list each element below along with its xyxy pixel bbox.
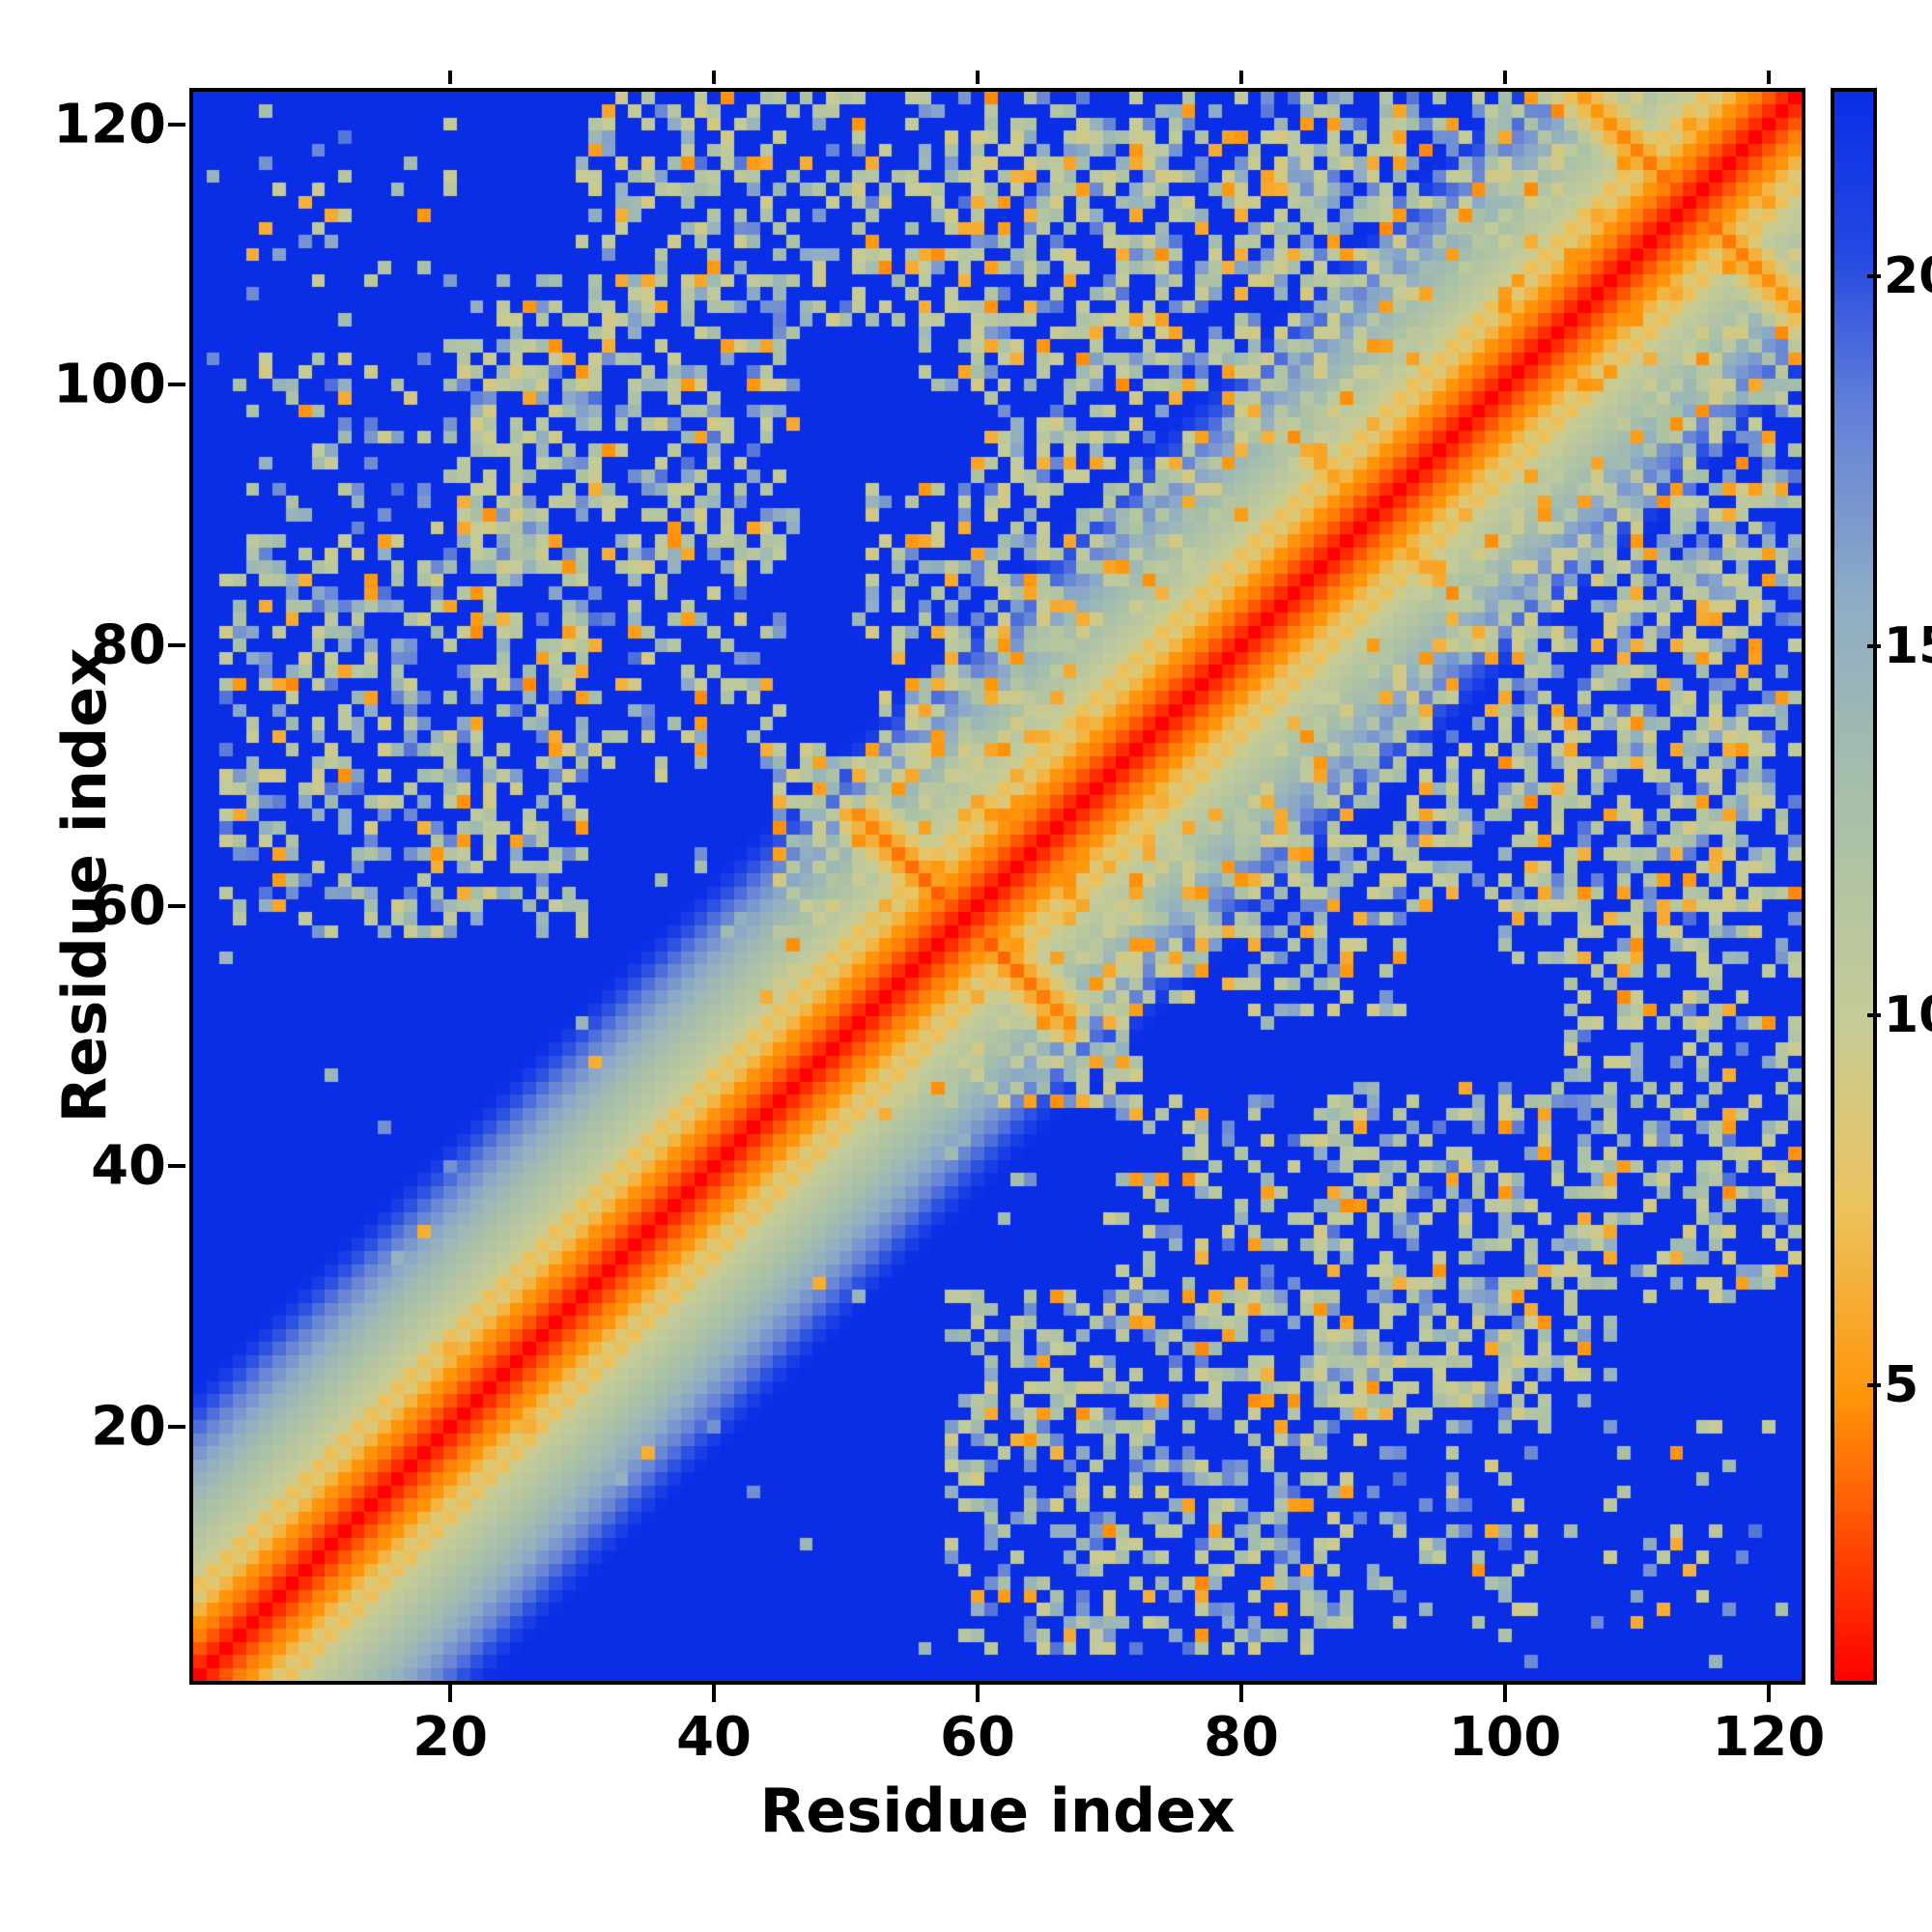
colorbar-tick-mark	[1867, 1382, 1881, 1387]
colorbar-tick-label: 5	[1884, 1355, 1919, 1414]
y-tick-mark-left	[168, 643, 185, 648]
x-tick-label: 40	[676, 1706, 753, 1769]
colorbar-tick-mark	[1867, 274, 1881, 279]
colorbar-tick-mark	[1867, 643, 1881, 648]
x-tick-mark-bottom	[976, 1685, 980, 1702]
x-tick-mark-top	[448, 71, 453, 84]
x-tick-mark-top	[1238, 71, 1243, 84]
y-tick-label: 60	[91, 874, 166, 938]
colorbar-tick-mark	[1867, 1013, 1881, 1018]
colorbar-tick-label: 10	[1884, 986, 1932, 1045]
y-tick-mark-left	[168, 1425, 185, 1430]
x-tick-mark-bottom	[1502, 1685, 1507, 1702]
heatmap-canvas	[193, 92, 1802, 1681]
x-tick-label: 20	[412, 1706, 489, 1769]
y-tick-label: 80	[91, 613, 166, 677]
x-tick-mark-top	[976, 71, 980, 84]
y-tick-mark-left	[168, 903, 185, 908]
y-tick-mark-left	[168, 1164, 185, 1169]
plot-area	[189, 88, 1805, 1685]
y-tick-label: 120	[53, 93, 166, 156]
x-axis-label: Residue index	[759, 1776, 1236, 1846]
x-tick-mark-bottom	[712, 1685, 717, 1702]
x-tick-mark-bottom	[1766, 1685, 1771, 1702]
y-tick-label: 40	[91, 1134, 166, 1198]
x-tick-label: 100	[1448, 1706, 1562, 1769]
x-tick-label: 80	[1204, 1706, 1279, 1769]
x-tick-mark-bottom	[1238, 1685, 1243, 1702]
x-tick-mark-top	[1766, 71, 1771, 84]
colorbar	[1831, 88, 1877, 1685]
y-tick-mark-left	[168, 122, 185, 127]
x-tick-mark-bottom	[448, 1685, 453, 1702]
y-tick-mark-left	[168, 383, 185, 387]
x-tick-mark-top	[1502, 71, 1507, 84]
colorbar-tick-label: 15	[1884, 616, 1932, 675]
x-tick-label: 60	[940, 1706, 1015, 1769]
x-tick-mark-top	[712, 71, 717, 84]
y-tick-label: 20	[91, 1395, 166, 1459]
y-tick-label: 100	[53, 353, 166, 416]
x-tick-label: 120	[1712, 1706, 1826, 1769]
colorbar-tick-label: 20	[1884, 247, 1932, 306]
